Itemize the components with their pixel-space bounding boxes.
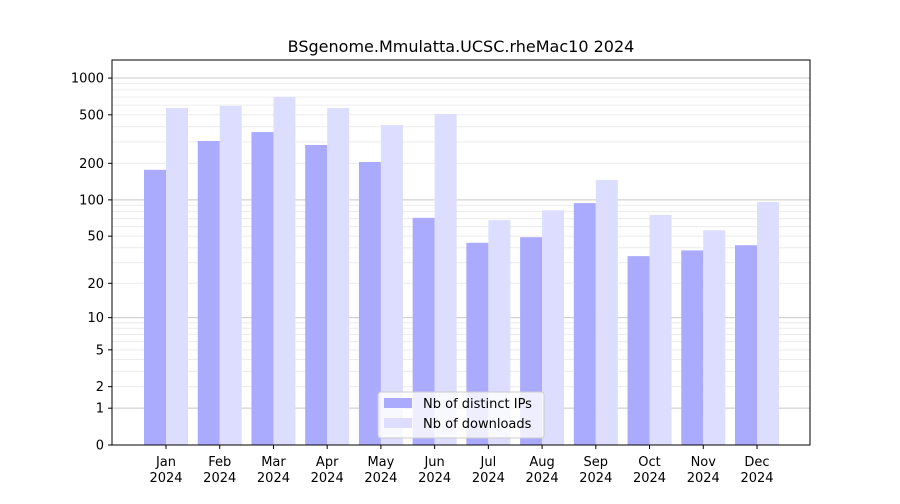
bar-downloads: [327, 107, 350, 445]
y-tick-label: 5: [96, 343, 104, 358]
bar-downloads: [703, 230, 726, 445]
y-tick-label: 10: [87, 311, 104, 326]
bar-distinct-ips: [358, 162, 381, 445]
x-tick-label: Jan 2024: [149, 455, 182, 486]
x-tick-label: Sep 2024: [579, 455, 612, 486]
y-tick-label: 200: [79, 157, 104, 172]
x-tick-label: Dec 2024: [740, 455, 773, 486]
bar-downloads: [595, 179, 618, 446]
y-tick-label: 20: [87, 277, 104, 292]
legend-label: Nb of distinct IPs: [423, 397, 532, 412]
x-tick-label: Jul 2024: [472, 455, 505, 486]
y-tick-label: 1: [96, 402, 104, 417]
bar-downloads: [219, 105, 242, 445]
bar-downloads: [649, 214, 672, 445]
x-tick-label: Apr 2024: [311, 455, 344, 486]
x-tick-label: Oct 2024: [633, 455, 666, 486]
x-tick-label: May 2024: [364, 455, 397, 486]
bar-downloads: [488, 220, 511, 445]
x-tick-label: Mar 2024: [257, 455, 290, 486]
legend-box: [377, 391, 545, 439]
legend-swatch: [384, 398, 412, 408]
legend: Nb of distinct IPs Nb of downloads: [377, 391, 545, 439]
bar-distinct-ips: [573, 203, 596, 445]
bar-distinct-ips: [305, 144, 328, 445]
bar-distinct-ips: [627, 256, 650, 445]
bar-downloads: [380, 124, 403, 445]
bar-distinct-ips: [681, 250, 704, 445]
y-tick-label: 50: [87, 230, 104, 245]
plot-frame: [111, 59, 811, 446]
bar-distinct-ips: [735, 245, 757, 445]
x-axis: Jan 2024 Feb 2024 Mar 2024 Apr 2024 May 2024 Jun 20…: [149, 445, 774, 486]
x-tick-label: Nov 2024: [687, 455, 720, 486]
x-tick-label: Feb 2024: [203, 455, 236, 486]
y-tick-label: 500: [79, 108, 104, 123]
bar-distinct-ips: [197, 140, 220, 445]
chart-title: BSgenome.Mmulatta.UCSC.rheMac10 2024: [288, 37, 635, 56]
bar-downloads: [757, 202, 779, 445]
y-axis: 0 1 2 5 10 20 50 100 200 500 1000: [71, 72, 112, 454]
y-tick-label: 100: [79, 193, 104, 208]
x-tick-label: Jun 2024: [418, 455, 451, 486]
y-tick-label: 0: [96, 439, 104, 454]
bar-downloads: [273, 96, 296, 445]
legend-swatch: [384, 418, 412, 428]
bar-downloads: [542, 210, 565, 445]
y-tick-label: 2: [96, 380, 104, 395]
bar-distinct-ips: [412, 217, 435, 445]
bar-downloads: [434, 113, 457, 445]
bar-distinct-ips: [144, 169, 166, 446]
bars: [144, 96, 779, 446]
legend-label: Nb of downloads: [423, 417, 532, 432]
y-tick-label: 1000: [71, 72, 104, 87]
x-tick-label: Aug 2024: [526, 455, 559, 486]
bar-distinct-ips: [251, 132, 274, 445]
bar-downloads: [166, 107, 188, 445]
